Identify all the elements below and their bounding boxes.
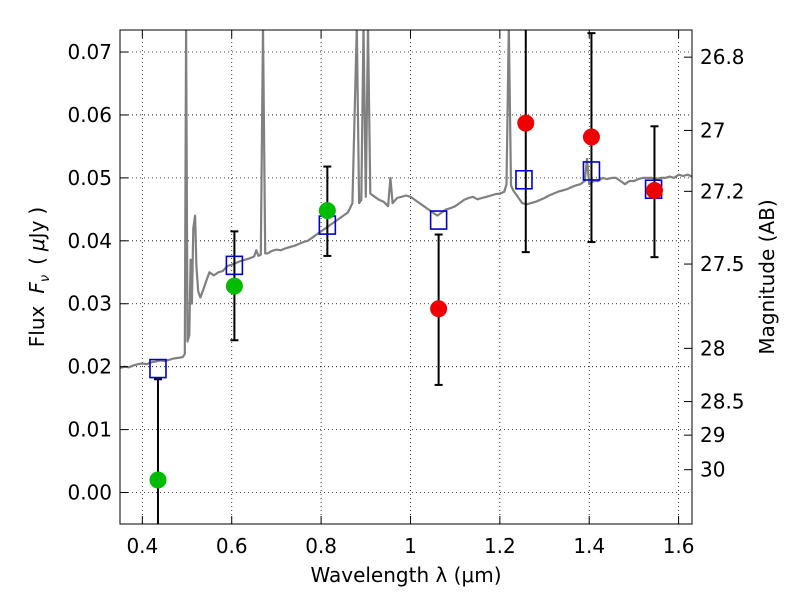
plot-frame bbox=[119, 29, 693, 525]
x-tick-label: 0.8 bbox=[305, 534, 337, 558]
y-label-paren-open: ( bbox=[25, 257, 49, 265]
mag-tick-label: 29 bbox=[700, 423, 725, 447]
mag-tick-label: 27.2 bbox=[700, 179, 745, 203]
tick-layer: 0.4 0.6 0.8 1 1.2 1.4 1.6 0.00 0.01 0.02 0.03 0.04 0… bbox=[67, 30, 745, 558]
mag-tick-label: 28 bbox=[700, 336, 725, 360]
y-label-flux: Flux bbox=[25, 305, 49, 347]
x-tick-label: 1.2 bbox=[484, 534, 516, 558]
spectrum-line bbox=[120, 30, 692, 369]
data-point-red bbox=[517, 114, 535, 132]
data-point-red bbox=[645, 181, 663, 199]
y-tick-label: 0.01 bbox=[67, 418, 112, 442]
grid bbox=[120, 30, 692, 524]
data-point-green bbox=[318, 202, 336, 220]
y-label-symbol: F bbox=[25, 282, 49, 294]
x-tick-label: 0.4 bbox=[126, 534, 158, 558]
x-axis-label: Wavelength λ (μm) bbox=[310, 563, 501, 587]
y-axis-label: Flux Fν ( μJy) bbox=[25, 207, 53, 347]
data-point-green bbox=[225, 277, 243, 295]
y-tick-label: 0.04 bbox=[67, 229, 112, 253]
mag-tick-label: 28.5 bbox=[700, 390, 745, 414]
x-tick-label: 1.6 bbox=[663, 534, 695, 558]
mag-tick-label: 26.8 bbox=[700, 45, 745, 69]
x-tick-label: 1.4 bbox=[573, 534, 605, 558]
model-photometry-square bbox=[429, 210, 448, 230]
y-label-paren-close: ) bbox=[25, 207, 49, 215]
mag-tick-label: 30 bbox=[700, 458, 725, 482]
x-tick-label: 0.6 bbox=[216, 534, 248, 558]
y-tick-label: 0.05 bbox=[67, 166, 112, 190]
spectrum-layer bbox=[120, 30, 692, 369]
marker-layer bbox=[149, 114, 663, 489]
data-point-red bbox=[582, 128, 600, 146]
data-point-green bbox=[149, 471, 167, 489]
y-tick-label: 0.03 bbox=[67, 292, 112, 316]
y-tick-label: 0.00 bbox=[67, 481, 112, 505]
y2-axis-label: Magnitude (AB) bbox=[755, 199, 779, 354]
y-label-subscript: ν bbox=[38, 275, 53, 282]
model-photometry-square bbox=[149, 358, 167, 379]
mag-tick-label: 27.5 bbox=[700, 252, 745, 276]
y-tick-label: 0.02 bbox=[67, 355, 112, 379]
y-tick-label: 0.07 bbox=[67, 40, 112, 64]
mag-tick-label: 27 bbox=[700, 118, 725, 142]
y-label-mu: μ bbox=[25, 238, 49, 252]
model-photometry-square bbox=[225, 255, 244, 276]
x-tick-label: 1 bbox=[404, 534, 417, 558]
y-label-unit: Jy bbox=[25, 220, 49, 240]
data-point-red bbox=[430, 300, 448, 318]
y-tick-label: 0.06 bbox=[67, 103, 112, 127]
model-photometry-square bbox=[515, 169, 533, 190]
model-photometry-square bbox=[582, 161, 601, 181]
